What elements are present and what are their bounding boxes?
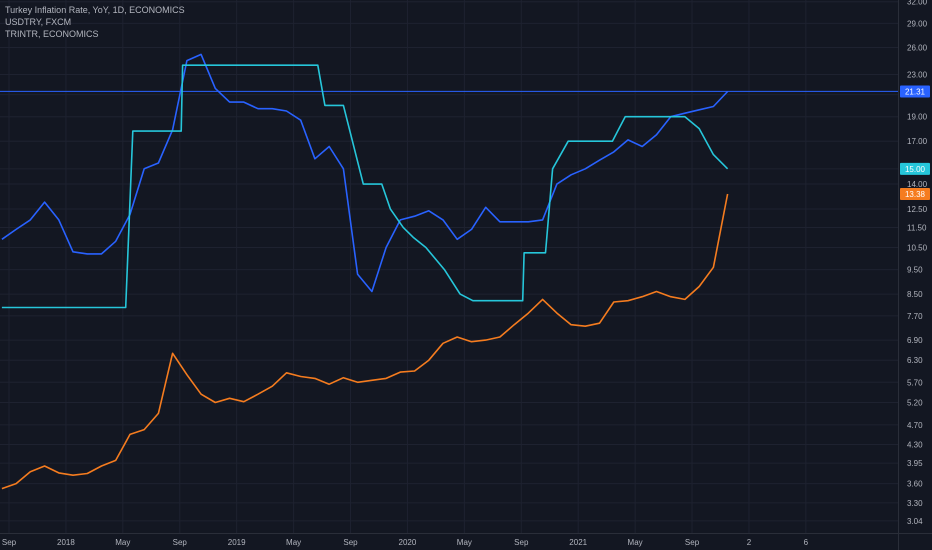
y-tick-label: 12.50 [907,205,928,214]
legend-trintr[interactable]: TRINTR, ECONOMICS [5,29,99,39]
y-tick-label: 32.00 [907,0,928,7]
x-tick-label: 2 [747,538,752,547]
x-tick-label: May [286,538,301,547]
y-tick-label: 4.70 [907,421,923,430]
x-tick-label: Sep [173,538,188,547]
x-tick-label: May [457,538,472,547]
chart-series [1,53,729,490]
x-tick-label: Sep [2,538,17,547]
legend-inflation[interactable]: Turkey Inflation Rate, YoY, 1D, ECONOMIC… [5,5,185,15]
x-tick-label: 2018 [57,538,75,547]
trintr-line[interactable] [1,64,729,309]
y-tick-label: 29.00 [907,19,928,28]
chart-grid [0,0,898,533]
y-tick-label: 7.70 [907,312,923,321]
y-tick-label: 3.95 [907,459,923,468]
y-tick-label: 14.00 [907,180,928,189]
price-labels: 21.31 15.00 13.38 [900,85,930,201]
y-tick-label: 9.50 [907,266,923,275]
y-tick-label: 11.50 [907,223,927,232]
y-tick-label: 3.04 [907,517,923,526]
x-tick-label: May [115,538,130,547]
trintr-price-label-bg [900,162,930,175]
y-tick-label: 17.00 [907,137,928,146]
price-axis[interactable]: 3.04 3.30 3.60 3.95 4.30 4.70 5.20 5.70 6.30 6.90… [898,0,928,550]
x-tick-label: 2019 [228,538,246,547]
y-tick-label: 4.30 [907,440,923,449]
x-tick-label: 6 [804,538,809,547]
y-tick-label: 6.30 [907,356,923,365]
x-tick-label: Sep [343,538,358,547]
y-tick-label: 5.70 [907,378,923,387]
y-tick-label: 3.30 [907,499,923,508]
x-tick-label: Sep [514,538,529,547]
x-tick-label: Sep [685,538,700,547]
inflation-line[interactable] [1,53,729,293]
y-tick-label: 19.00 [907,113,928,122]
legend-usdtry[interactable]: USDTRY, FXCM [5,17,72,27]
y-tick-label: 23.00 [907,71,928,80]
y-tick-label: 3.60 [907,480,923,489]
usdtry-price-label-bg [900,188,930,201]
y-tick-label: 5.20 [907,399,923,408]
turkey-inflation-rate-price-label-bg [900,85,930,98]
y-tick-label: 26.00 [907,44,928,53]
usdtry-price-label: 13.38 [905,190,926,199]
y-tick-label: 10.50 [907,244,928,253]
trintr-price-label: 15.00 [905,165,926,174]
y-tick-label: 8.50 [907,290,923,299]
usdtry-line[interactable] [1,193,729,490]
time-axis[interactable]: Sep 2018 May Sep 2019 May Sep 2020 May Sep 2021 May… [0,533,932,548]
x-tick-label: May [628,538,643,547]
x-tick-label: 2021 [569,538,587,547]
y-tick-label: 6.90 [907,336,923,345]
x-tick-label: 2020 [399,538,417,547]
chart-legend: Turkey Inflation Rate, YoY, 1D, ECONOMIC… [5,4,185,40]
turkey-inflation-rate-price-label: 21.31 [905,87,926,96]
